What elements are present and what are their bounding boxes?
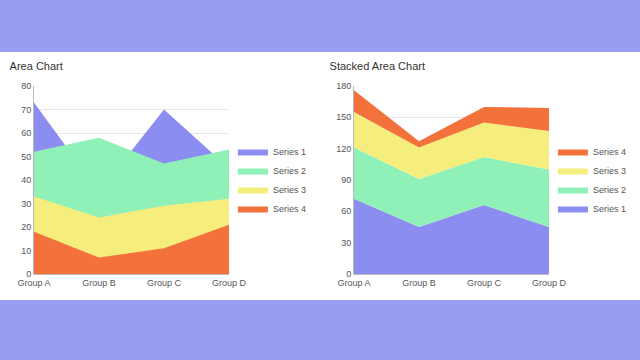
- svg-text:0: 0: [26, 269, 31, 279]
- svg-text:50: 50: [21, 152, 31, 162]
- svg-text:Group D: Group D: [532, 278, 567, 288]
- svg-text:10: 10: [21, 246, 31, 256]
- svg-text:80: 80: [21, 81, 31, 91]
- svg-text:0: 0: [346, 269, 351, 279]
- svg-text:70: 70: [21, 105, 31, 115]
- svg-text:Series 1: Series 1: [593, 204, 626, 214]
- svg-text:Group B: Group B: [402, 278, 436, 288]
- svg-text:60: 60: [341, 206, 351, 216]
- svg-text:30: 30: [21, 199, 31, 209]
- svg-text:120: 120: [336, 144, 351, 154]
- svg-text:Series 3: Series 3: [593, 166, 626, 176]
- svg-text:Series 4: Series 4: [273, 204, 306, 214]
- svg-text:20: 20: [21, 222, 31, 232]
- svg-text:180: 180: [336, 81, 351, 91]
- svg-text:60: 60: [21, 128, 31, 138]
- svg-text:Area Chart: Area Chart: [10, 60, 63, 72]
- svg-text:Group A: Group A: [17, 278, 50, 288]
- svg-text:Series 4: Series 4: [593, 147, 626, 157]
- svg-text:150: 150: [336, 112, 351, 122]
- svg-text:40: 40: [21, 175, 31, 185]
- svg-text:Series 2: Series 2: [593, 185, 626, 195]
- svg-text:Group C: Group C: [147, 278, 182, 288]
- svg-text:Series 1: Series 1: [273, 147, 306, 157]
- svg-text:Group B: Group B: [82, 278, 116, 288]
- svg-text:Group A: Group A: [337, 278, 370, 288]
- svg-text:Group C: Group C: [467, 278, 502, 288]
- svg-text:Group D: Group D: [212, 278, 247, 288]
- svg-text:90: 90: [341, 175, 351, 185]
- svg-text:Series 3: Series 3: [273, 185, 306, 195]
- svg-text:Stacked Area Chart: Stacked Area Chart: [330, 60, 425, 72]
- svg-text:Series 2: Series 2: [273, 166, 306, 176]
- svg-text:30: 30: [341, 238, 351, 248]
